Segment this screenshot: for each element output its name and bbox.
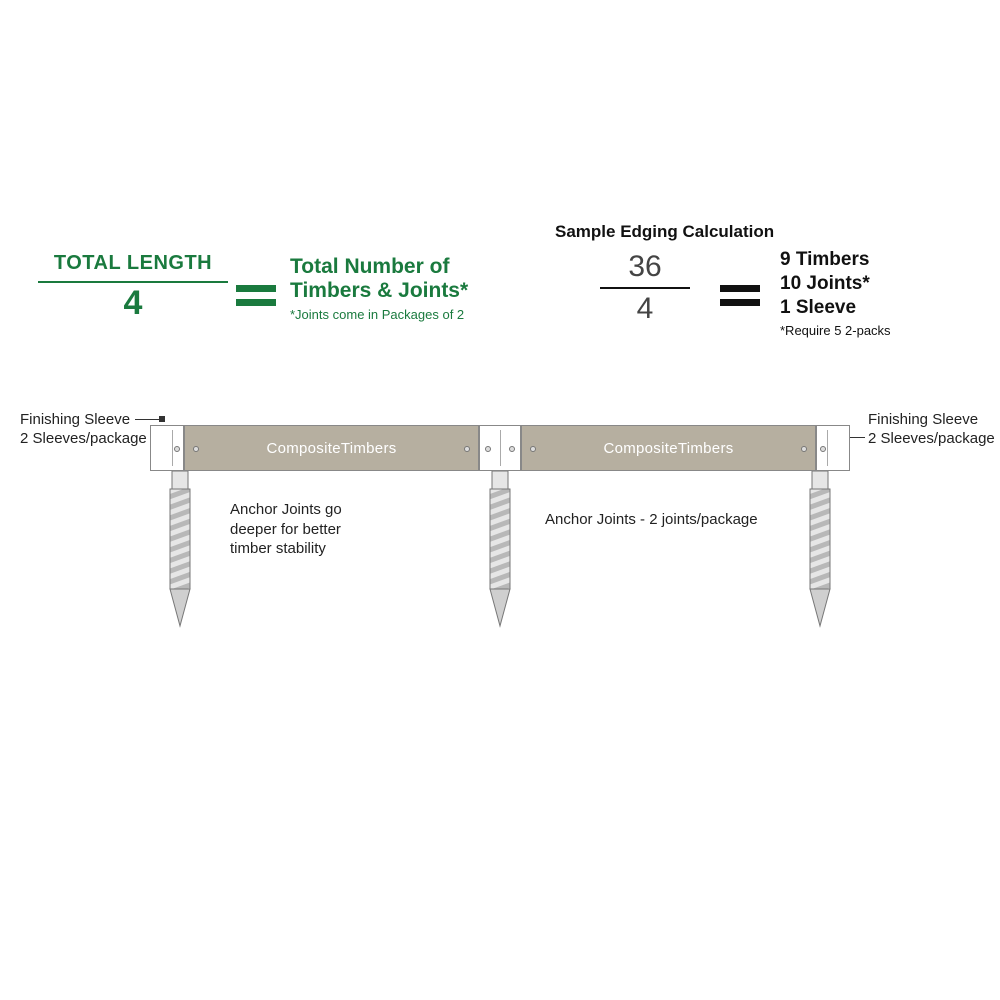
composite-timber-1: CompositeTimbers — [184, 425, 479, 471]
rivet-icon — [530, 446, 536, 452]
label-line: 2 Sleeves/package — [868, 430, 1000, 449]
timber-label: CompositeTimbers — [603, 440, 733, 457]
label-line: Finishing Sleeve — [20, 411, 150, 430]
result-sleeve: 1 Sleeve — [780, 296, 970, 320]
rivet-icon — [820, 446, 826, 452]
finishing-sleeve-label-left: Finishing Sleeve 2 Sleeves/package — [20, 411, 150, 449]
caption-line: timber stability — [230, 539, 400, 559]
label-line: 2 Sleeves/package — [20, 430, 150, 449]
finishing-sleeve-label-right: Finishing Sleeve 2 Sleeves/package — [868, 411, 1000, 449]
anchor-caption-left: Anchor Joints go deeper for better timbe… — [230, 500, 400, 559]
rivet-icon — [174, 446, 180, 452]
rivet-icon — [193, 446, 199, 452]
timber-bar: CompositeTimbers CompositeTimbers — [150, 425, 850, 471]
joints-package-note: *Joints come in Packages of 2 — [290, 307, 510, 322]
formula-result-text: Total Number of Timbers & Joints* *Joint… — [290, 255, 510, 322]
rivet-icon — [801, 446, 807, 452]
rivet-icon — [464, 446, 470, 452]
equals-sign-black — [720, 278, 760, 313]
result-line1: Total Number of — [290, 255, 510, 279]
sample-fraction: 36 4 — [600, 250, 690, 326]
anchor-spike-right — [800, 471, 840, 631]
label-line: Finishing Sleeve — [868, 411, 1000, 430]
caption-line: deeper for better — [230, 520, 400, 540]
composite-timber-2: CompositeTimbers — [521, 425, 816, 471]
finishing-sleeve-left — [150, 425, 184, 471]
result-timbers: 9 Timbers — [780, 248, 970, 272]
sample-numerator: 36 — [600, 250, 690, 284]
timber-label: CompositeTimbers — [266, 440, 396, 457]
anchor-spike-center — [480, 471, 520, 631]
timber-diagram: Finishing Sleeve 2 Sleeves/package Finis… — [20, 395, 980, 695]
anchor-joint-center — [479, 425, 521, 471]
leader-dot — [159, 416, 165, 422]
equals-sign-green — [236, 278, 276, 313]
caption-line: Anchor Joints go — [230, 500, 400, 520]
result-joints: 10 Joints* — [780, 272, 970, 296]
rivet-icon — [485, 446, 491, 452]
denominator-4: 4 — [38, 285, 228, 322]
formula-left-fraction: TOTAL LENGTH 4 — [38, 252, 228, 322]
leader-line — [135, 419, 160, 420]
anchor-spike-left — [160, 471, 200, 631]
finishing-sleeve-right — [816, 425, 850, 471]
fraction-line — [600, 287, 690, 289]
sample-results: 9 Timbers 10 Joints* 1 Sleeve *Require 5… — [780, 248, 970, 338]
fraction-line — [38, 281, 228, 283]
total-length-label: TOTAL LENGTH — [38, 252, 228, 279]
anchor-caption-right: Anchor Joints - 2 joints/package — [545, 510, 805, 530]
sample-denominator: 4 — [600, 292, 690, 326]
sample-title: Sample Edging Calculation — [555, 222, 774, 242]
rivet-icon — [509, 446, 515, 452]
result-note: *Require 5 2-packs — [780, 323, 970, 338]
result-line2: Timbers & Joints* — [290, 279, 510, 303]
